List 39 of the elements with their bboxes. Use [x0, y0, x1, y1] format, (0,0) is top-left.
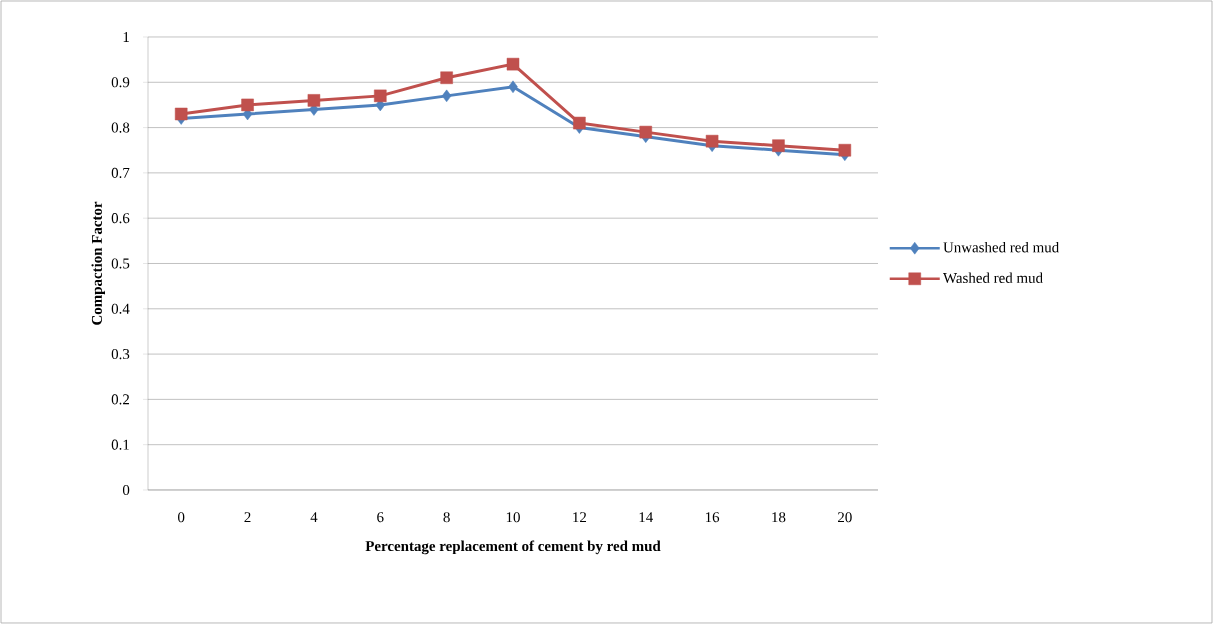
point	[307, 94, 321, 107]
x-axis-title: Percentage replacement of cement by red mud	[365, 540, 661, 555]
x-tick-label: 12	[573, 512, 587, 523]
point	[440, 71, 453, 84]
y-tick-label: 0.7	[111, 167, 130, 178]
point	[573, 116, 586, 130]
point	[639, 125, 652, 139]
point	[772, 139, 785, 152]
x-tick-label: 6	[377, 512, 384, 523]
y-axis-title: Compaction Factor	[91, 201, 105, 325]
point	[441, 89, 452, 103]
point	[508, 80, 518, 94]
point	[838, 143, 852, 157]
x-tick-label: 16	[705, 512, 720, 523]
y-tick-label: 1	[123, 32, 129, 42]
point	[174, 107, 188, 121]
x-tick-label: 4	[310, 512, 318, 522]
point	[241, 98, 254, 112]
y-tick-label: 0.3	[111, 349, 130, 360]
legend-label: Washed red mud	[943, 272, 1043, 284]
x-tick-label: 8	[443, 512, 450, 523]
x-tick-label: 10	[506, 512, 520, 523]
point	[374, 89, 387, 103]
y-tick-label: 0.8	[111, 122, 130, 133]
x-tick-label: 0	[178, 512, 185, 523]
y-tick-label: 0.6	[111, 213, 130, 224]
x-tick-label: 2	[244, 512, 251, 523]
y-tick-label: 0.5	[111, 258, 130, 269]
y-tick-label: 0.4	[111, 303, 130, 314]
y-tick-label: 0.2	[111, 394, 129, 405]
legend-label: Unwashed red mud	[943, 241, 1059, 253]
point	[705, 134, 719, 148]
x-tick-label: 14	[639, 512, 653, 523]
y-tick-label: 0.9	[111, 77, 130, 88]
y-tick-label: 0	[122, 484, 130, 496]
point	[506, 57, 520, 71]
x-tick-label: 20	[838, 512, 852, 523]
y-tick-label: 0.1	[111, 439, 129, 450]
x-tick-label: 18	[772, 512, 786, 523]
